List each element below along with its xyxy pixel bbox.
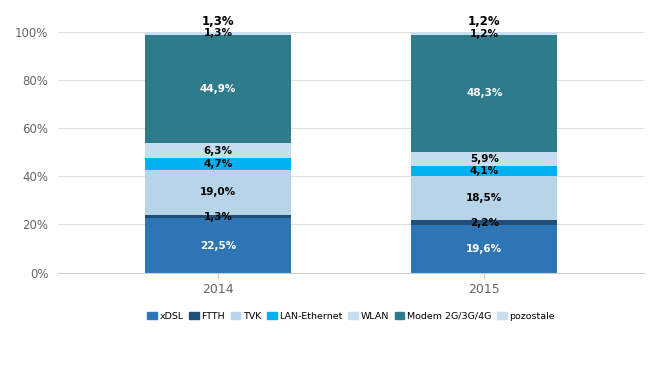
Text: 1,3%: 1,3% — [202, 15, 234, 28]
Bar — [145, 35, 291, 143]
Bar — [145, 170, 291, 215]
Bar — [411, 35, 558, 152]
Text: 4,1%: 4,1% — [470, 166, 499, 176]
Bar — [411, 152, 558, 166]
Text: 48,3%: 48,3% — [466, 88, 502, 99]
Text: 1,2%: 1,2% — [468, 15, 501, 28]
Bar — [145, 143, 291, 158]
Legend: xDSL, FTTH, TVK, LAN-Ethernet, WLAN, Modem 2G/3G/4G, pozostale: xDSL, FTTH, TVK, LAN-Ethernet, WLAN, Mod… — [144, 308, 559, 325]
Text: 19,0%: 19,0% — [200, 188, 236, 197]
Bar — [411, 220, 558, 225]
Text: 1,3%: 1,3% — [204, 212, 233, 222]
Text: 18,5%: 18,5% — [466, 193, 502, 203]
Text: 2,2%: 2,2% — [470, 218, 499, 228]
Bar — [411, 32, 558, 35]
Text: 44,9%: 44,9% — [200, 84, 236, 94]
Text: 19,6%: 19,6% — [466, 244, 502, 254]
Bar — [145, 219, 291, 273]
Text: 4,7%: 4,7% — [203, 159, 233, 169]
Bar — [145, 158, 291, 170]
Bar — [145, 32, 291, 35]
Bar — [411, 166, 558, 176]
Bar — [145, 215, 291, 219]
Text: 1,3%: 1,3% — [204, 28, 233, 39]
Text: 22,5%: 22,5% — [200, 241, 236, 251]
Text: 6,3%: 6,3% — [204, 146, 233, 156]
Bar — [411, 176, 558, 220]
Text: 5,9%: 5,9% — [470, 154, 499, 163]
Bar — [411, 225, 558, 273]
Text: 1,2%: 1,2% — [470, 29, 499, 39]
